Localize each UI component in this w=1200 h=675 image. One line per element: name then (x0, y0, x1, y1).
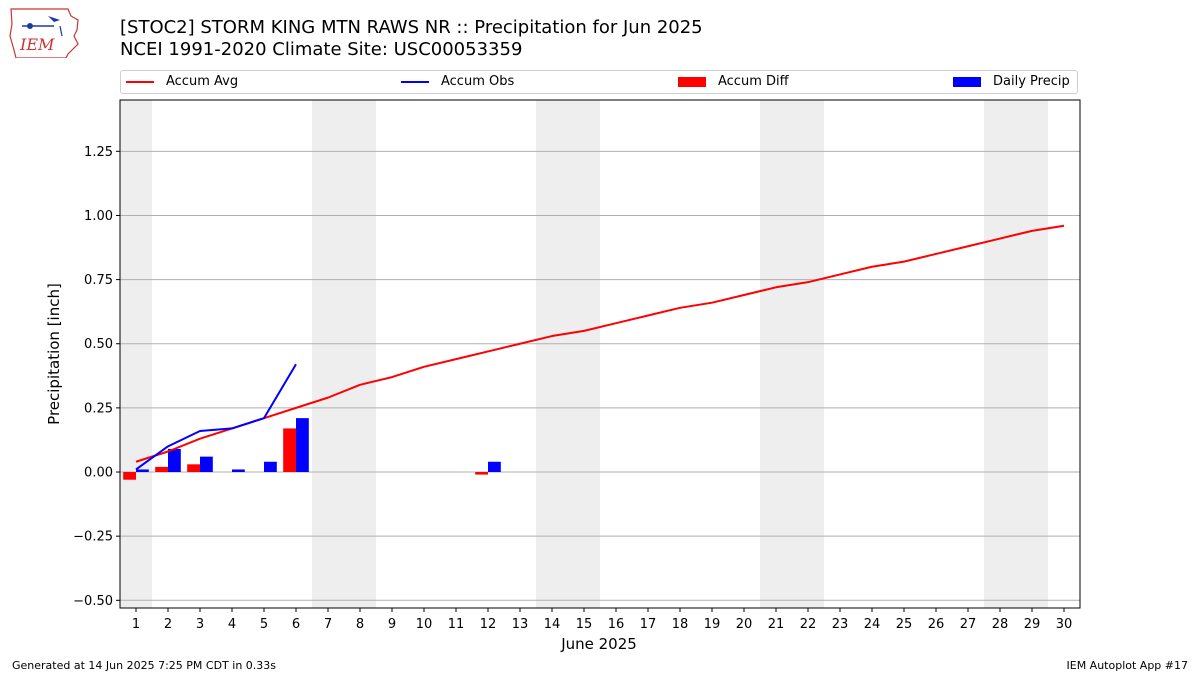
footer-generated: Generated at 14 Jun 2025 7:25 PM CDT in … (12, 659, 277, 672)
x-tick-label: 22 (800, 617, 817, 632)
legend-label-daily-precip: Daily Precip (993, 74, 1070, 89)
y-axis-label: Precipitation [inch] (45, 283, 63, 425)
x-tick-label: 4 (228, 617, 236, 632)
accum-diff-bar-day-3 (187, 464, 200, 473)
x-tick-label: 1 (132, 617, 140, 632)
weekend-band-day-15 (568, 100, 600, 608)
legend-daily-precip: Daily Precip (953, 74, 1070, 89)
x-tick-label: 7 (324, 617, 332, 632)
x-tick-label: 6 (292, 617, 300, 632)
legend-swatch-accum-obs (401, 80, 429, 83)
x-tick-label: 5 (260, 617, 268, 632)
daily-precip-bar-day-4 (232, 469, 245, 473)
legend-accum-diff: Accum Diff (678, 74, 789, 89)
logo-text: IEM (19, 35, 55, 54)
x-tick-label: 13 (512, 617, 529, 632)
x-tick-label: 27 (960, 617, 977, 632)
grid-lines (120, 150, 1080, 601)
accum-diff-bar-day-2 (155, 466, 168, 473)
y-tick-label: 0.75 (84, 273, 113, 288)
x-tick-label: 25 (896, 617, 913, 632)
x-tick-label: 18 (672, 617, 689, 632)
accum-diff-bar-day-12 (475, 472, 488, 475)
y-tick-label: −0.50 (73, 594, 113, 609)
x-tick-label: 15 (576, 617, 593, 632)
y-tick-label: 0.50 (84, 337, 113, 352)
plot-frame (119, 99, 1081, 609)
legend-swatch-accum-avg (126, 80, 154, 83)
x-tick-label: 21 (768, 617, 785, 632)
x-tick-label: 2 (164, 617, 172, 632)
bars (123, 418, 501, 480)
lines (135, 224, 1065, 471)
legend-label-accum-obs: Accum Obs (441, 74, 515, 89)
chart-subtitle: NCEI 1991-2020 Climate Site: USC00053359 (120, 39, 523, 60)
weekend-band-day-21 (760, 100, 792, 608)
x-tick-label: 24 (864, 617, 881, 632)
axis-ticks: −0.50−0.250.000.250.500.751.001.251 2 3 4 5 6… (73, 145, 1072, 632)
weekend-band-day-1 (120, 100, 152, 608)
x-tick-label: 17 (640, 617, 657, 632)
weekend-shading (120, 100, 1048, 608)
x-tick-label: 26 (928, 617, 945, 632)
x-tick-label: 12 (480, 617, 497, 632)
legend-label-accum-diff: Accum Diff (718, 74, 789, 89)
weekend-band-day-14 (536, 100, 568, 608)
legend: Accum Avg Accum Obs Accum Diff Daily Pre… (120, 70, 1078, 94)
y-tick-label: 1.25 (84, 145, 113, 160)
weekend-band-day-29 (1016, 100, 1048, 608)
daily-precip-bar-day-5 (264, 461, 277, 473)
x-axis-label: June 2025 (560, 635, 637, 653)
daily-precip-bar-day-12 (488, 461, 501, 473)
daily-precip-bar-day-6 (296, 418, 309, 473)
footer-app: IEM Autoplot App #17 (1066, 659, 1189, 672)
legend-swatch-daily-precip (953, 76, 981, 87)
y-tick-label: −0.25 (73, 530, 113, 545)
x-tick-label: 30 (1056, 617, 1073, 632)
daily-precip-bar-day-3 (200, 456, 213, 473)
x-tick-label: 29 (1024, 617, 1041, 632)
legend-accum-obs: Accum Obs (401, 74, 514, 89)
weekend-band-day-22 (792, 100, 824, 608)
legend-swatch-accum-diff (678, 76, 706, 87)
y-tick-label: 0.00 (84, 466, 113, 481)
x-tick-label: 16 (608, 617, 625, 632)
x-tick-label: 20 (736, 617, 753, 632)
accum-diff-bar-day-1 (123, 472, 136, 480)
weekend-band-day-8 (344, 100, 376, 608)
iowa-map-icon: IEM (9, 8, 79, 59)
y-tick-label: 1.00 (84, 209, 113, 224)
x-tick-label: 9 (388, 617, 396, 632)
x-tick-label: 3 (196, 617, 204, 632)
accum-obs-line (135, 363, 297, 471)
accum-diff-bar-day-6 (283, 428, 296, 473)
weekend-band-day-28 (984, 100, 1016, 608)
daily-precip-bar-day-1 (136, 469, 149, 473)
x-tick-label: 28 (992, 617, 1009, 632)
x-tick-label: 23 (832, 617, 849, 632)
x-tick-label: 8 (356, 617, 364, 632)
accum-avg-line (135, 224, 1065, 463)
legend-label-accum-avg: Accum Avg (166, 74, 239, 89)
legend-accum-avg: Accum Avg (126, 74, 238, 89)
y-tick-label: 0.25 (84, 401, 113, 416)
weekend-band-day-7 (312, 100, 344, 608)
x-tick-label: 10 (416, 617, 433, 632)
x-tick-label: 11 (448, 617, 465, 632)
x-tick-label: 14 (544, 617, 561, 632)
x-tick-label: 19 (704, 617, 721, 632)
daily-precip-bar-day-2 (168, 448, 181, 473)
iem-logo[interactable]: IEM (8, 6, 82, 62)
chart-title: [STOC2] STORM KING MTN RAWS NR :: Precip… (120, 17, 703, 38)
